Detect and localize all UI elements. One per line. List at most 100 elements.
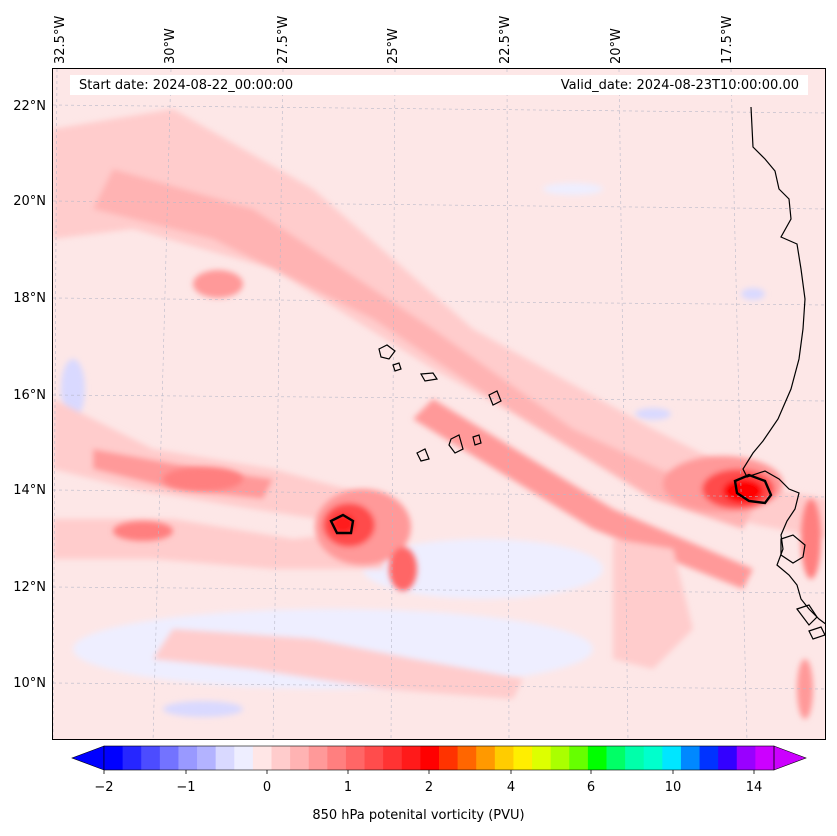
pv-low-area bbox=[635, 408, 671, 420]
positive-pv-bands bbox=[53, 109, 825, 699]
grid-line bbox=[730, 69, 748, 739]
lat-label: 22°N bbox=[13, 99, 46, 114]
colorbar-swatch bbox=[234, 746, 254, 770]
colorbar-swatch bbox=[532, 746, 552, 770]
colorbar-swatch bbox=[141, 746, 161, 770]
colorbar-swatch bbox=[159, 746, 179, 770]
colorbar-swatch bbox=[625, 746, 645, 770]
colorbar-tick-label: 10 bbox=[664, 780, 682, 795]
start-date-text: Start date: 2024-08-22_00:00:00 bbox=[79, 78, 294, 93]
grid-line bbox=[618, 69, 629, 739]
colorbar-tick-label: 4 bbox=[506, 780, 516, 795]
colorbar-swatch bbox=[643, 746, 663, 770]
pv-low-area bbox=[61, 359, 85, 419]
lat-label: 12°N bbox=[13, 580, 46, 595]
pv-maxima bbox=[113, 270, 821, 719]
lat-label: 10°N bbox=[13, 676, 46, 691]
colorbar-swatch bbox=[290, 746, 310, 770]
colorbar-tick-label: −2 bbox=[94, 780, 114, 795]
pv-max bbox=[163, 467, 243, 491]
colorbar-tick-label: 6 bbox=[586, 780, 596, 795]
pv-max bbox=[193, 270, 243, 298]
coastlines bbox=[329, 106, 825, 640]
colorbar-swatch bbox=[550, 746, 570, 770]
colorbar-swatch bbox=[569, 746, 589, 770]
colorbar-frame bbox=[103, 745, 775, 771]
pv-low-area bbox=[543, 183, 603, 195]
pv-max bbox=[801, 499, 821, 579]
grid-line bbox=[506, 69, 510, 739]
pv-band bbox=[93, 169, 753, 529]
colorbar-swatch bbox=[327, 746, 347, 770]
lon-label: 17.5°W bbox=[720, 15, 735, 64]
lon-label: 22.5°W bbox=[498, 15, 513, 64]
lon-label: 27.5°W bbox=[276, 15, 291, 64]
coastline-africa bbox=[742, 106, 825, 625]
pv-max bbox=[389, 547, 417, 591]
lat-label: 18°N bbox=[13, 291, 46, 306]
colorbar-swatch bbox=[252, 746, 272, 770]
lon-label: 32.5°W bbox=[53, 15, 68, 64]
colorbar-swatch bbox=[401, 746, 421, 770]
colorbar-swatch bbox=[587, 746, 607, 770]
colorbar-swatch bbox=[680, 746, 701, 770]
island bbox=[420, 372, 439, 382]
grid-line bbox=[152, 69, 172, 739]
colorbar-swatch bbox=[513, 746, 533, 770]
pv-field-map bbox=[53, 69, 825, 739]
pv-contour bbox=[733, 473, 773, 505]
island bbox=[808, 626, 825, 640]
colorbar-swatch bbox=[476, 746, 496, 770]
pv-band bbox=[613, 539, 693, 669]
lon-label: 25°W bbox=[386, 28, 401, 64]
colorbar-swatch bbox=[178, 746, 198, 770]
pv-low-area bbox=[363, 539, 603, 599]
colorbar-tick-label: −1 bbox=[176, 780, 196, 795]
colorbar-tick-label: 14 bbox=[745, 780, 763, 795]
grid-line bbox=[272, 69, 284, 739]
pv-max bbox=[723, 479, 763, 503]
colorbar-swatch bbox=[420, 746, 440, 770]
island bbox=[448, 434, 464, 454]
lat-label: 16°N bbox=[13, 388, 46, 403]
colorbar-title: 850 hPa potenital vorticity (PVU) bbox=[312, 808, 525, 823]
pv-band bbox=[413, 399, 753, 589]
colorbar-swatch bbox=[104, 746, 124, 770]
island bbox=[378, 344, 396, 360]
colorbar-swatch bbox=[662, 746, 682, 770]
colorbar-swatch bbox=[699, 746, 719, 770]
pv-low-area bbox=[163, 701, 243, 717]
colorbar-swatch bbox=[364, 746, 384, 770]
colorbar-tick-label: 1 bbox=[343, 780, 353, 795]
colorbar-swatch bbox=[439, 746, 459, 770]
map-panel bbox=[52, 68, 826, 740]
island bbox=[780, 534, 806, 564]
island bbox=[416, 448, 430, 462]
colorbar-swatch bbox=[457, 746, 477, 770]
colorbar bbox=[71, 745, 807, 774]
pv-band bbox=[153, 629, 523, 699]
colorbar-swatch bbox=[271, 746, 291, 770]
colorbar-swatch bbox=[755, 746, 775, 770]
grid-line bbox=[390, 69, 396, 739]
colorbar-extend-max bbox=[773, 745, 807, 771]
pv-low-area bbox=[741, 288, 765, 300]
valid-date-text: Valid_date: 2024-08-23T10:00:00.00 bbox=[560, 78, 799, 93]
lat-label: 20°N bbox=[13, 194, 46, 209]
grid-line bbox=[53, 69, 58, 739]
colorbar-swatch bbox=[494, 746, 514, 770]
colorbar-swatch bbox=[606, 746, 626, 770]
colorbar-swatch bbox=[718, 746, 738, 770]
pv-band bbox=[53, 399, 383, 529]
island bbox=[472, 434, 482, 446]
island bbox=[796, 604, 818, 626]
lon-label: 30°W bbox=[163, 28, 178, 64]
colorbar-swatch bbox=[308, 746, 328, 770]
colorbar-swatch bbox=[345, 746, 366, 770]
colorbar-swatch bbox=[197, 746, 217, 770]
pv-contour bbox=[329, 513, 355, 535]
colorbar-tick-label: 0 bbox=[262, 780, 272, 795]
info-bar: Start date: 2024-08-22_00:00:00 Valid_da… bbox=[70, 75, 808, 95]
island bbox=[488, 390, 502, 406]
colorbar-extend-min bbox=[71, 745, 105, 771]
